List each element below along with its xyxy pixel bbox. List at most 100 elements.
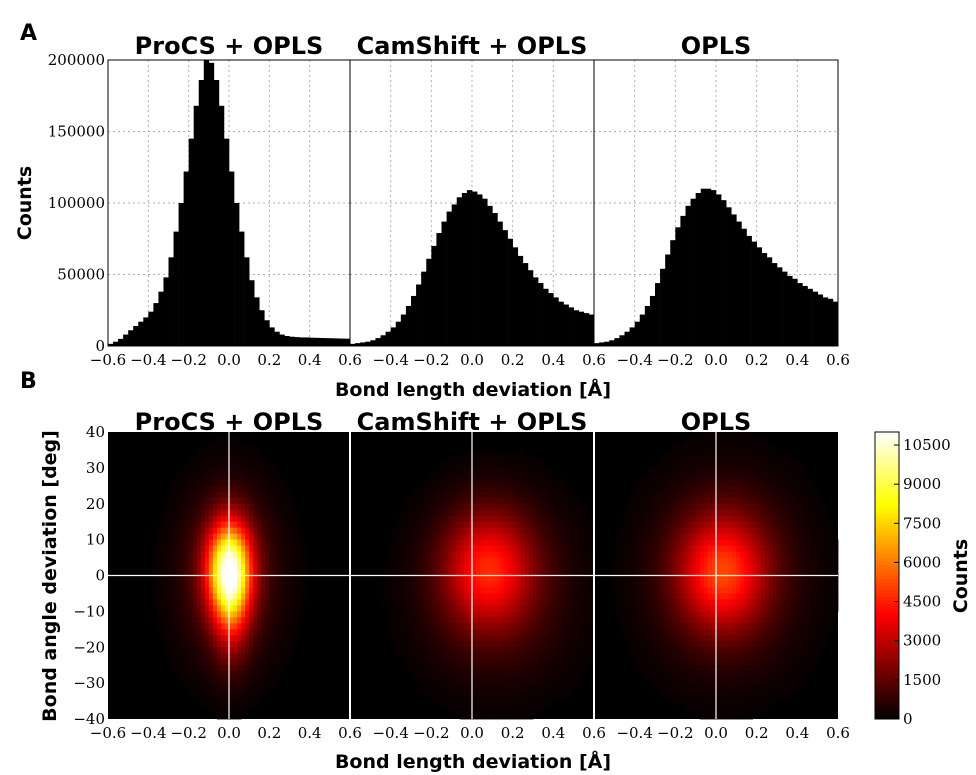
- heatmap-cell: [472, 485, 477, 493]
- heatmap-cell: [249, 617, 254, 624]
- heatmap-cell: [293, 509, 298, 517]
- heatmap-cell: [679, 521, 684, 529]
- heatmap-cell: [472, 623, 477, 630]
- heatmap-cell: [508, 677, 514, 684]
- heatmap-cell: [220, 647, 226, 654]
- heatmap-cell: [216, 503, 222, 511]
- heatmap-cell: [703, 605, 709, 612]
- heatmap-cell: [801, 551, 806, 558]
- heatmap-cell: [541, 563, 546, 570]
- heatmap-cell: [484, 683, 489, 690]
- heatmap-cell: [634, 605, 640, 612]
- heatmap-cell: [565, 647, 570, 654]
- heatmap-cell: [180, 671, 186, 678]
- heatmap-cell: [476, 503, 481, 511]
- heatmap-cell: [188, 563, 194, 570]
- histogram-bar: [431, 245, 437, 346]
- heatmap-cell: [793, 545, 798, 552]
- heatmap-cell: [768, 521, 774, 529]
- heatmap-cell: [781, 593, 786, 600]
- heatmap-cell: [537, 653, 542, 660]
- heatmap-cell: [415, 539, 420, 547]
- heatmap-cell: [237, 611, 242, 618]
- heatmap-cell: [634, 503, 640, 511]
- heatmap-cell: [720, 461, 725, 469]
- heatmap-cell: [549, 473, 554, 481]
- heatmap-cell: [216, 491, 222, 499]
- heatmap-cell: [480, 473, 485, 481]
- heatmap-cell: [764, 611, 770, 618]
- heatmap-cell: [484, 521, 489, 529]
- heatmap-cell: [793, 557, 798, 564]
- heatmap-cell: [447, 617, 453, 624]
- heatmap-cell: [553, 671, 558, 678]
- heatmap-cell: [768, 449, 774, 457]
- heatmap-cell: [671, 593, 676, 600]
- heatmap-cell: [224, 545, 230, 552]
- heatmap-cell: [577, 551, 583, 558]
- heatmap-cell: [533, 701, 538, 708]
- heatmap-cell: [817, 497, 823, 505]
- heatmap-cell: [427, 611, 432, 618]
- heatmap-cell: [553, 695, 558, 702]
- heatmap-cell: [683, 593, 688, 600]
- heatmap-cell: [569, 599, 575, 606]
- histogram-bar: [507, 238, 513, 346]
- heatmap-cell: [524, 623, 530, 630]
- heatmap-cell: [516, 701, 522, 708]
- heatmap-cell: [557, 587, 562, 594]
- heatmap-cell: [208, 617, 214, 624]
- heatmap-cell: [626, 563, 631, 570]
- heatmap-cell: [634, 515, 640, 523]
- heatmap-cell: [394, 605, 400, 612]
- heatmap-cell: [533, 593, 538, 600]
- heatmap-cell: [764, 461, 770, 469]
- heatmap-cell: [683, 437, 688, 445]
- heatmap-cell: [781, 539, 786, 547]
- heatmap-cell: [736, 437, 741, 445]
- heatmap-cell: [724, 581, 729, 588]
- heatmap-cell: [245, 635, 250, 642]
- heatmap-cell: [200, 677, 206, 684]
- heatmap-cell: [443, 683, 448, 690]
- heatmap-cell: [204, 569, 210, 576]
- heatmap-cell: [423, 641, 428, 648]
- heatmap-cell: [720, 503, 725, 511]
- heatmap-cell: [196, 671, 202, 678]
- heatmap-cell: [740, 432, 745, 439]
- heatmap-cell: [622, 539, 627, 547]
- heatmap-cell: [772, 587, 778, 594]
- heatmap-cell: [756, 587, 762, 594]
- heatmap-cell: [667, 473, 672, 481]
- heatmap-cell: [528, 473, 534, 481]
- heatmap-cell: [504, 629, 509, 636]
- heatmap-cell: [805, 533, 810, 541]
- heatmap-cell: [614, 575, 619, 582]
- heatmap-cell: [398, 599, 404, 606]
- heatmap-cell: [233, 563, 238, 570]
- heatmap-cell: [253, 473, 258, 481]
- heatmap-cell: [419, 629, 424, 636]
- heatmap-cell: [265, 527, 270, 535]
- heatmap-cell: [472, 461, 477, 469]
- heatmap-cell: [265, 533, 270, 541]
- heatmap-cell: [484, 491, 489, 499]
- heatmap-cell: [650, 551, 656, 558]
- heatmap-cell: [663, 581, 668, 588]
- heatmap-cell: [220, 695, 226, 702]
- heatmap-cell: [293, 569, 298, 576]
- heatmap-cell: [160, 551, 165, 558]
- heatmap-cell: [273, 635, 278, 642]
- heatmap-cell: [691, 461, 697, 469]
- heatmap-cell: [152, 557, 157, 564]
- heatmap-cell: [188, 569, 194, 576]
- heatmap-cell: [675, 575, 680, 582]
- heatmap-cell: [772, 521, 778, 529]
- heatmap-cell: [537, 623, 542, 630]
- heatmap-cell: [805, 587, 810, 594]
- heatmap-cell: [789, 599, 794, 606]
- heatmap-cell: [484, 617, 489, 624]
- heatmap-cell: [200, 701, 206, 708]
- heatmap-cell: [285, 581, 290, 588]
- heatmap-cell: [764, 533, 770, 541]
